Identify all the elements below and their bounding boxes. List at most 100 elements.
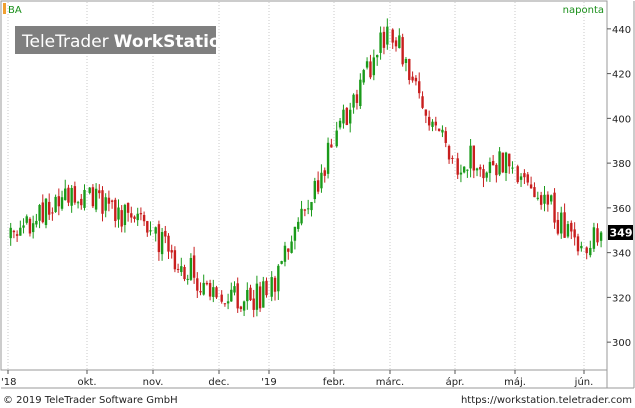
x-tick-label: febr.	[323, 377, 345, 388]
candle-body	[142, 215, 146, 222]
candle-body	[25, 216, 28, 223]
y-tick-label: 420	[612, 70, 631, 81]
candle-body	[580, 245, 583, 249]
candle-body	[146, 221, 149, 233]
candle-body	[529, 184, 533, 189]
candle-body	[475, 168, 479, 171]
candle-body	[57, 196, 61, 207]
candle-body	[576, 236, 580, 252]
candle-body	[362, 70, 365, 83]
candle-body	[560, 212, 563, 234]
candle-body	[563, 212, 566, 238]
price-axis: 300 320 340 360 380 400 420 440	[607, 25, 631, 349]
candle-body	[441, 129, 444, 133]
candle-body	[526, 174, 529, 183]
watermark-bold: WorkStation	[114, 32, 233, 52]
candle-body	[215, 287, 218, 298]
candle-body	[236, 283, 239, 309]
candle-body	[130, 213, 133, 218]
candle-body	[126, 202, 130, 213]
x-tick-label: máj.	[504, 376, 526, 388]
candle-body	[107, 197, 111, 204]
y-tick-label: 380	[612, 159, 631, 170]
x-tick-label: nov.	[143, 377, 164, 388]
candle-body	[67, 187, 70, 203]
candle-body	[9, 227, 12, 239]
candle-body	[320, 172, 323, 189]
candle-body	[543, 194, 546, 204]
candle-body	[51, 212, 54, 214]
candle-body	[167, 235, 170, 252]
candle-body	[80, 198, 83, 206]
candle-body	[44, 198, 48, 226]
candle-body	[242, 301, 246, 311]
candlestick-series	[9, 18, 603, 318]
candle-body	[283, 245, 287, 262]
candle-body	[170, 250, 173, 253]
candle-body	[239, 306, 243, 310]
candle-body	[230, 289, 233, 302]
candle-body	[592, 227, 596, 249]
candle-body	[437, 128, 441, 131]
candle-body	[411, 76, 414, 81]
candle-body	[365, 61, 369, 68]
candle-body	[154, 227, 157, 234]
candle-body	[570, 222, 573, 232]
candle-body	[516, 166, 519, 183]
candle-body	[28, 218, 32, 234]
candle-body	[70, 187, 73, 206]
candle-body	[287, 248, 290, 252]
candle-body	[414, 77, 418, 82]
y-tick-label: 320	[612, 293, 631, 304]
candle-body	[120, 210, 123, 227]
candle-body	[139, 213, 143, 215]
candle-body	[189, 258, 193, 280]
last-price-background	[608, 224, 633, 240]
candle-body	[508, 153, 511, 167]
candle-body	[394, 40, 398, 47]
candle-body	[76, 202, 80, 204]
candle-body	[176, 268, 180, 270]
candle-body	[73, 186, 77, 203]
candle-body	[401, 37, 404, 65]
candle-body	[342, 109, 345, 124]
candle-body	[408, 58, 411, 80]
candle-body	[472, 145, 476, 171]
candle-body	[444, 131, 447, 143]
candle-body	[330, 144, 333, 148]
candle-body	[258, 286, 262, 309]
candle-body	[252, 298, 255, 310]
time-axis: '18 okt. nov. dec. '19 febr. márc. ápr. máj. jún.	[1, 370, 593, 388]
candle-body	[180, 266, 183, 273]
candle-body	[133, 216, 136, 219]
candle-body	[323, 170, 326, 176]
source-url[interactable]: https://workstation.teletrader.com	[461, 395, 632, 406]
x-tick-label: márc.	[376, 376, 404, 388]
candle-body	[60, 197, 64, 209]
watermark-text: TeleTrader WorkStation	[21, 32, 233, 52]
candle-body	[114, 199, 117, 221]
candle-body	[280, 261, 283, 264]
candle-body	[391, 29, 394, 43]
candle-body	[233, 286, 236, 293]
candle-body	[421, 96, 424, 108]
candle-body	[451, 157, 454, 159]
candle-body	[290, 241, 293, 253]
candle-body	[313, 180, 317, 200]
candle-body	[270, 277, 273, 297]
candle-body	[249, 287, 252, 301]
candle-body	[38, 205, 41, 221]
candle-body	[202, 282, 205, 295]
candle-body	[41, 202, 44, 223]
copyright-text: © 2019 TeleTrader Software GmbH	[3, 395, 178, 406]
candle-body	[173, 250, 177, 270]
candle-body	[359, 79, 362, 107]
candle-body	[104, 197, 107, 211]
candle-body	[466, 169, 469, 171]
candle-body	[277, 265, 280, 292]
candle-body	[539, 195, 543, 205]
watermark-background	[15, 26, 216, 54]
candle-body	[19, 227, 22, 236]
candle-body	[553, 192, 556, 223]
candle-body	[418, 81, 421, 94]
